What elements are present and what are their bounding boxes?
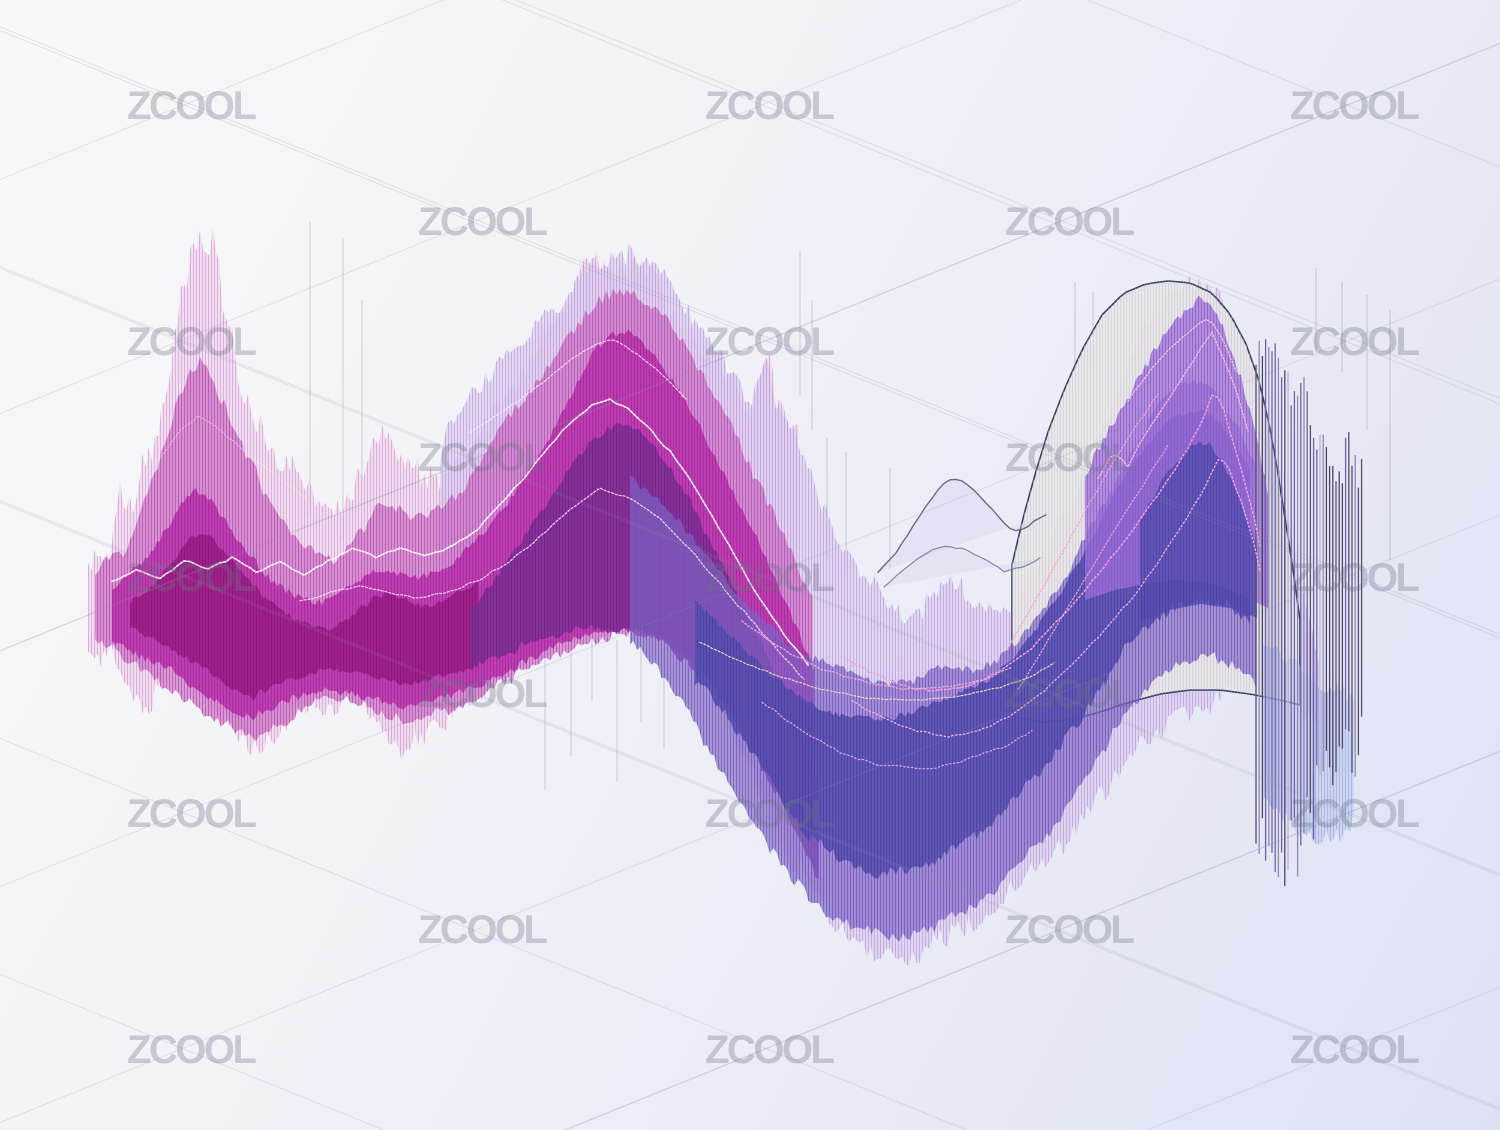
highlight-white-2 bbox=[299, 487, 805, 680]
highlight-white-3 bbox=[469, 339, 687, 434]
zcool-watermark: ZCOOL bbox=[705, 1028, 835, 1072]
zcool-watermark: ZCOOL bbox=[705, 556, 835, 600]
watermark-lattice-line bbox=[0, 42, 1500, 651]
watermark-lattice-line bbox=[0, 514, 1500, 1123]
pink-zigzag-dome bbox=[1097, 330, 1249, 480]
watermark-lattice-line bbox=[0, 266, 1500, 875]
pink-dotted-dome-top bbox=[1127, 318, 1237, 402]
watermark-lattice-line bbox=[0, 30, 1500, 639]
pink-climb-2 bbox=[1017, 444, 1169, 690]
highlight-left-peak bbox=[149, 415, 307, 499]
pink-valley-contour-1 bbox=[741, 620, 1013, 690]
dark-plum-center bbox=[470, 423, 819, 879]
zcool-watermark: ZCOOL bbox=[127, 84, 257, 128]
watermark-lattice-line bbox=[0, 0, 1023, 415]
pink-valley-contour-2 bbox=[761, 701, 1033, 770]
watermark-lattice-line bbox=[0, 267, 1500, 877]
zcool-watermark: ZCOOL bbox=[1290, 1028, 1420, 1072]
pink-climb-1 bbox=[1007, 393, 1159, 650]
watermark-lattice-line bbox=[501, 0, 1500, 405]
zcool-watermark: ZCOOL bbox=[1290, 320, 1420, 364]
watermark-lattice-line bbox=[1086, 0, 1500, 168]
watermark-lattice-line bbox=[0, 0, 445, 180]
watermark-lattice-line bbox=[0, 500, 1500, 1109]
zcool-watermark: ZCOOL bbox=[418, 436, 548, 480]
zcool-watermark: ZCOOL bbox=[127, 792, 257, 836]
zcool-watermark: ZCOOL bbox=[705, 320, 835, 364]
pink-dotted-2 bbox=[851, 459, 1261, 738]
zcool-watermark: ZCOOL bbox=[705, 84, 835, 128]
zcool-watermark: ZCOOL bbox=[705, 792, 835, 836]
watermark-lattice-line bbox=[0, 502, 1500, 1111]
pink-dotted-1 bbox=[839, 394, 1261, 693]
gray-arc-1 bbox=[877, 478, 1047, 574]
highlight-main-white bbox=[111, 398, 809, 666]
zcool-watermark: ZCOOL bbox=[127, 1028, 257, 1072]
zcool-watermark: ZCOOL bbox=[418, 672, 548, 716]
dark-magenta-core bbox=[130, 534, 478, 701]
gray-arc-2 bbox=[883, 545, 1041, 588]
watermark-lattice-line bbox=[0, 974, 386, 1130]
zcool-watermark: ZCOOL bbox=[418, 908, 548, 952]
watermark-lattice-line bbox=[0, 26, 1500, 635]
zcool-watermark: ZCOOL bbox=[1005, 436, 1135, 480]
watermark-lattice-line bbox=[1145, 986, 1500, 1130]
zcool-watermark: ZCOOL bbox=[1290, 556, 1420, 600]
zcool-watermark: ZCOOL bbox=[418, 200, 548, 244]
zcool-watermark: ZCOOL bbox=[1290, 792, 1420, 836]
watermark-lattice-line bbox=[564, 751, 1500, 1130]
dome-indigo-cap bbox=[1140, 441, 1257, 622]
zcool-watermark: ZCOOL bbox=[1290, 84, 1420, 128]
zcool-watermark: ZCOOL bbox=[1005, 672, 1135, 716]
watermark-lattice-line bbox=[0, 738, 969, 1130]
zcool-watermark: ZCOOL bbox=[1005, 200, 1135, 244]
zcool-watermark: ZCOOL bbox=[127, 556, 257, 600]
zcool-watermark: ZCOOL bbox=[1005, 908, 1135, 952]
watermark-lattice-line bbox=[0, 278, 1500, 887]
barcode-spike-field bbox=[1255, 339, 1363, 887]
beige-valley-contour bbox=[699, 641, 1055, 701]
watermark-lattice-line bbox=[514, 0, 1500, 399]
watermark-lattice-line bbox=[562, 750, 1500, 1130]
watermark-lattice-line bbox=[0, 43, 1500, 652]
zcool-watermark: ZCOOL bbox=[127, 320, 257, 364]
